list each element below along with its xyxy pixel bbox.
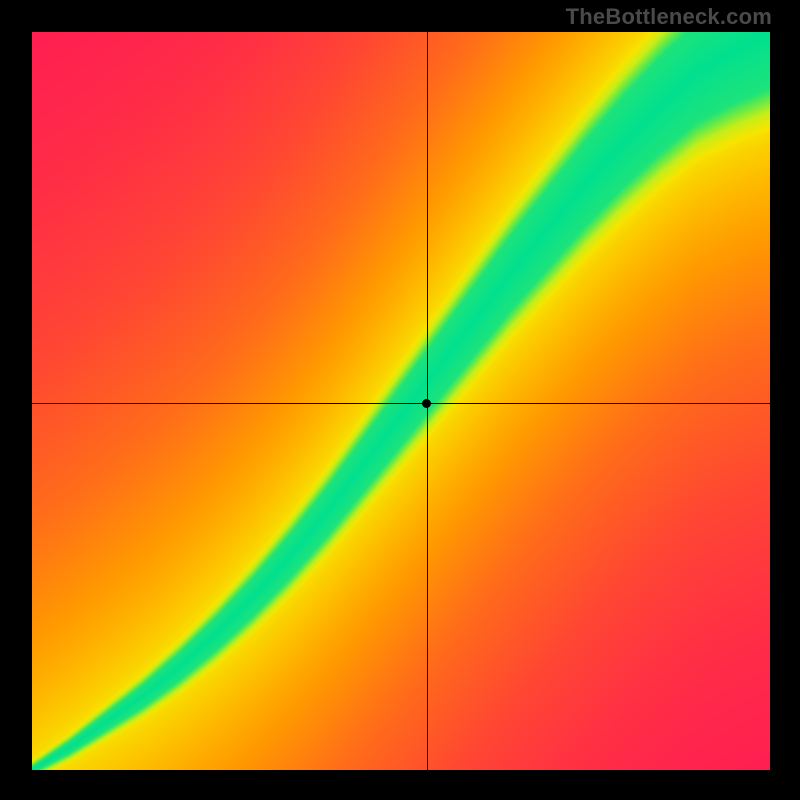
crosshair-horizontal — [32, 403, 770, 404]
plot-area — [32, 32, 770, 770]
figure-container: TheBottleneck.com — [0, 0, 800, 800]
watermark-text: TheBottleneck.com — [566, 4, 772, 30]
heatmap-canvas — [32, 32, 770, 770]
marker-point — [422, 399, 431, 408]
